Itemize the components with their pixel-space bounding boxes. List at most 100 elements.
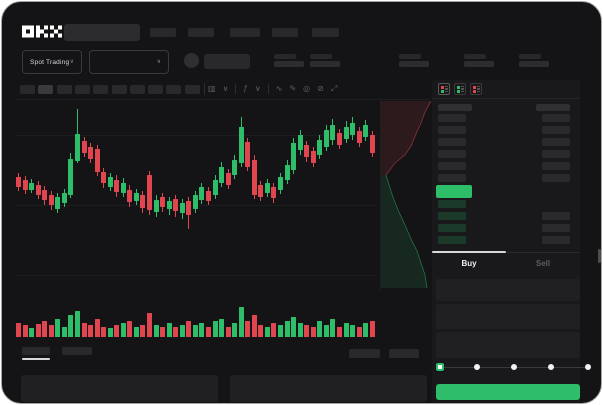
candle — [245, 142, 251, 167]
candle — [238, 127, 244, 163]
nav-item[interactable] — [272, 28, 298, 37]
ask-amount-cell[interactable] — [542, 174, 570, 182]
buy-submit-button[interactable] — [436, 384, 580, 400]
pair-selector-dropdown[interactable]: ∨ — [89, 50, 169, 74]
nav-item[interactable] — [188, 28, 214, 37]
timeframe-button[interactable] — [148, 85, 164, 94]
candle — [48, 195, 54, 205]
timeframe-button[interactable] — [93, 85, 109, 94]
order-form-input[interactable] — [436, 304, 580, 329]
ask-price-cell[interactable] — [438, 150, 466, 158]
timeframe-button[interactable] — [129, 85, 145, 94]
depth-svg — [381, 100, 431, 289]
timeframe-button[interactable] — [38, 85, 54, 94]
bid-price-cell[interactable] — [438, 212, 466, 220]
indicators-icon[interactable]: ƒ — [243, 84, 248, 93]
candle — [35, 185, 41, 195]
candle — [42, 190, 48, 200]
bid-amount-cell[interactable] — [542, 236, 570, 244]
bottom-action-button-2[interactable] — [389, 349, 419, 358]
slider-stop-dot[interactable] — [585, 364, 591, 370]
slider-stop-dot[interactable] — [474, 364, 480, 370]
volume-bar — [284, 321, 290, 337]
timeframe-button[interactable] — [111, 85, 127, 94]
candle — [356, 131, 362, 143]
candle — [173, 199, 179, 211]
candle — [127, 190, 133, 202]
order-form-input[interactable] — [436, 332, 580, 358]
bid-price-cell[interactable] — [438, 200, 466, 208]
book-combined-view-icon[interactable] — [438, 83, 450, 95]
nav-item[interactable] — [150, 28, 176, 37]
amount-slider-handle[interactable] — [436, 363, 444, 371]
search-input[interactable] — [64, 24, 140, 41]
ask-price-cell[interactable] — [438, 174, 466, 182]
avatar[interactable] — [184, 53, 199, 68]
candle — [225, 173, 231, 185]
volume-bar — [42, 321, 48, 337]
volume-bar — [81, 323, 87, 337]
nav-item[interactable] — [230, 28, 260, 37]
volume-bar — [225, 327, 231, 337]
hide-drawings-icon[interactable]: ⊘ — [317, 84, 324, 93]
volume-bar — [179, 325, 185, 337]
market-type-dropdown[interactable]: Spot Trading ∨ — [22, 50, 82, 74]
timeframe-button[interactable] — [166, 85, 182, 94]
volume-bar — [55, 319, 61, 337]
timeframe-button[interactable] — [56, 85, 72, 94]
ask-price-cell[interactable] — [438, 162, 466, 170]
order-form-input[interactable] — [436, 279, 580, 301]
volume-bar — [356, 327, 362, 337]
ask-price-cell[interactable] — [438, 114, 466, 122]
candle — [219, 167, 225, 183]
slider-stop-dot[interactable] — [548, 364, 554, 370]
candle — [271, 187, 277, 198]
volume-bar — [120, 323, 126, 337]
ask-amount-cell[interactable] — [542, 138, 570, 146]
tab-buy[interactable]: Buy — [461, 259, 477, 268]
bottom-action-button-1[interactable] — [349, 349, 380, 358]
chart-type-icon[interactable]: ▥ — [208, 84, 216, 93]
scrollbar-thumb[interactable] — [598, 249, 601, 263]
orderbook-header-separator — [432, 98, 580, 99]
last-price-badge[interactable] — [436, 185, 472, 198]
book-bids-view-icon[interactable] — [454, 83, 466, 95]
volume-bar — [317, 321, 323, 337]
tab-sell[interactable]: Sell — [535, 259, 551, 268]
volume-bar — [363, 323, 369, 337]
candle — [94, 149, 100, 172]
bottom-tab-history[interactable] — [62, 347, 92, 355]
volume-bar — [310, 327, 316, 337]
timeframe-button[interactable] — [20, 85, 35, 94]
chevron-down-icon[interactable]: ∨ — [254, 84, 261, 93]
timeframe-button[interactable] — [74, 85, 90, 94]
slider-stop-dot[interactable] — [511, 364, 517, 370]
ask-amount-cell[interactable] — [542, 162, 570, 170]
line-tool-icon[interactable]: ∿ — [275, 84, 283, 93]
book-asks-view-icon[interactable] — [470, 83, 482, 95]
ask-amount-cell[interactable] — [542, 126, 570, 134]
nav-item[interactable] — [312, 28, 339, 37]
fullscreen-icon[interactable]: ⤢ — [330, 84, 338, 93]
account-button[interactable] — [204, 54, 250, 69]
ask-price-cell[interactable] — [438, 126, 466, 134]
ask-amount-cell[interactable] — [542, 114, 570, 122]
candle — [205, 191, 211, 201]
candle — [297, 135, 303, 150]
candle — [186, 201, 192, 215]
tabs-baseline — [432, 252, 580, 253]
depth-chart-divider — [380, 98, 381, 291]
chevron-down-icon[interactable]: ∨ — [222, 84, 229, 93]
camera-icon[interactable]: ◎ — [303, 84, 311, 93]
bid-amount-cell[interactable] — [542, 224, 570, 232]
bid-amount-cell[interactable] — [542, 212, 570, 220]
bid-price-cell[interactable] — [438, 236, 466, 244]
draw-tool-icon[interactable]: ✎ — [289, 84, 297, 93]
ask-price-cell[interactable] — [438, 138, 466, 146]
bottom-tab-orders[interactable] — [22, 347, 50, 355]
stat-label — [310, 54, 332, 59]
candle — [153, 200, 159, 212]
bid-price-cell[interactable] — [438, 224, 466, 232]
timeframe-button[interactable] — [184, 85, 200, 94]
ask-amount-cell[interactable] — [542, 150, 570, 158]
